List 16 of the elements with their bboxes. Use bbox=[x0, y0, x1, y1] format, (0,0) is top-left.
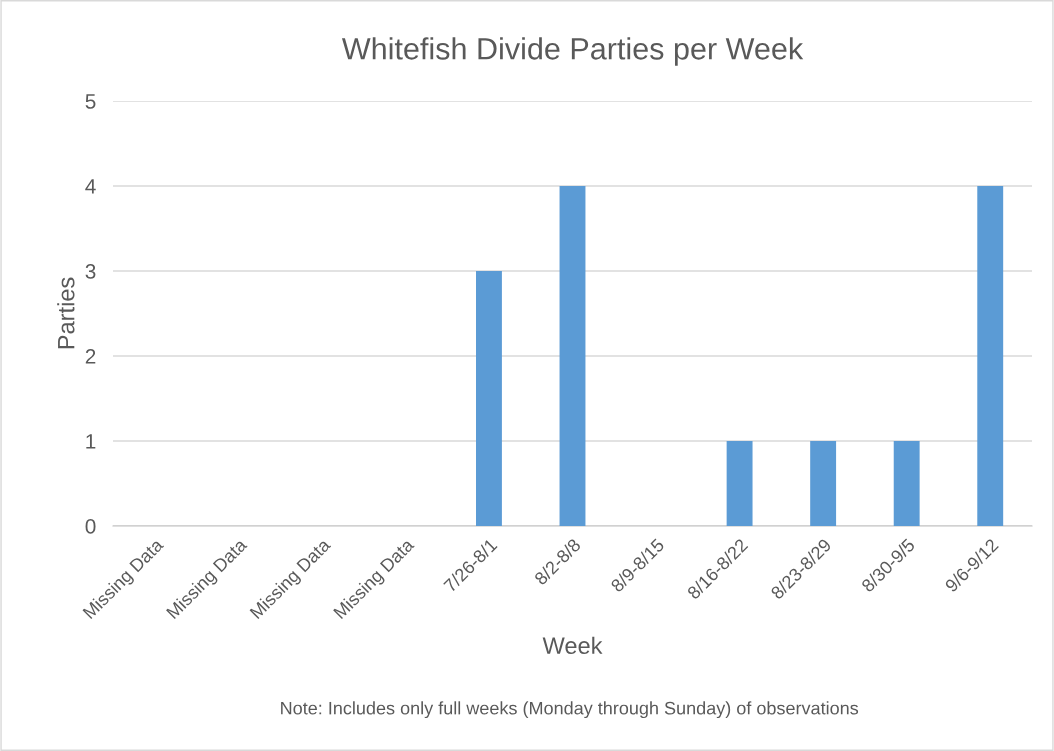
bar bbox=[476, 271, 502, 526]
x-axis-title: Week bbox=[542, 636, 603, 655]
y-tick-label: 3 bbox=[85, 264, 96, 279]
text: Note: Includes only full weeks (Monday through Sunday) of observations bbox=[281, 701, 859, 719]
y-tick-label: 4 bbox=[85, 179, 96, 194]
y-tick-label: 2 bbox=[85, 349, 96, 364]
y-tick-label: 0 bbox=[85, 519, 96, 534]
y-tick-label: 5 bbox=[85, 94, 96, 109]
y-tick-label: 1 bbox=[86, 434, 96, 449]
bar bbox=[810, 441, 837, 526]
y-axis-title: Parties bbox=[57, 277, 75, 349]
chart-title: Whitefish Divide Parties per Week bbox=[341, 37, 804, 66]
bar bbox=[977, 186, 1004, 526]
bar bbox=[559, 186, 586, 526]
bar bbox=[726, 441, 753, 526]
bar bbox=[893, 441, 920, 526]
